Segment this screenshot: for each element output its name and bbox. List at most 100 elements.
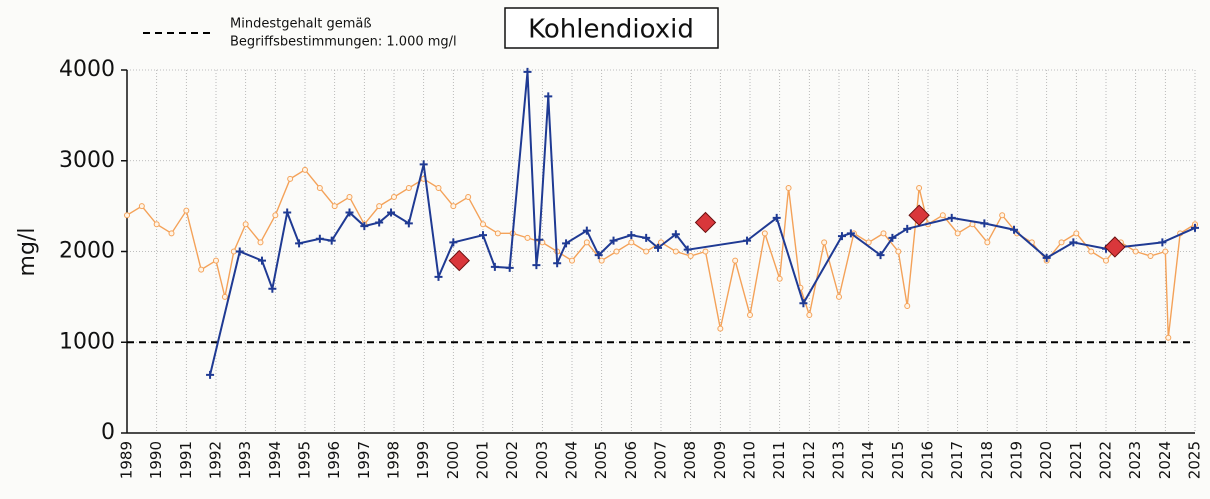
point [206,370,215,379]
point [268,284,277,293]
point [806,312,813,319]
point [628,239,635,246]
point [939,212,946,219]
point [747,312,753,319]
x-tick-label: 2019 [1008,441,1026,479]
x-tick-label: 2003 [533,441,551,479]
point [198,266,205,273]
x-tick-label: 1999 [414,441,432,479]
point [494,230,501,237]
point [124,212,130,219]
x-tick-label: 2009 [711,441,729,479]
point [776,275,783,282]
x-tick-label: 2022 [1097,441,1115,479]
point [213,257,219,264]
point [449,238,458,247]
point [480,221,486,228]
point [1165,334,1172,341]
point [375,218,384,227]
point [583,239,590,246]
point [183,207,190,214]
legend-label: Begriffsbestimmungen: 1.000 mg/l [230,35,457,50]
point [1104,236,1126,258]
point [360,222,369,231]
point [1069,238,1078,247]
x-tick-label: 1992 [207,441,225,479]
point [980,219,989,228]
point [687,253,694,260]
point [627,231,636,240]
point [450,203,457,210]
point [435,184,442,191]
point [387,208,396,217]
point [643,248,650,255]
y-axis-label: mg/l [15,228,40,277]
x-tick-label: 2016 [919,441,937,479]
point [1191,223,1199,232]
point [448,249,470,272]
x-tick-label: 1994 [266,441,284,479]
point [532,261,541,270]
x-tick-label: 2013 [830,441,848,479]
point [594,251,603,260]
x-tick-label: 2017 [948,441,966,479]
point [295,239,304,248]
point [984,239,991,246]
point [772,213,781,222]
point [230,248,237,255]
x-tick-label: 2005 [592,441,610,479]
point [315,234,324,243]
x-tick-label: 2007 [652,441,670,479]
point [168,230,175,237]
x-tick-label: 2015 [889,441,907,479]
point [761,230,768,237]
point [1158,238,1167,247]
point [1088,248,1095,255]
x-tick-label: 1998 [385,441,403,479]
point [544,92,553,101]
point [904,302,911,309]
point [242,221,249,228]
point [865,239,872,246]
x-tick-label: 2020 [1037,441,1055,479]
point [257,256,266,265]
point [490,262,499,271]
point [465,194,472,201]
point [283,208,292,217]
y-tick-label: 1000 [59,329,115,354]
point [316,184,323,191]
point [391,194,397,201]
point [523,67,532,76]
x-tick-label: 2000 [444,441,462,479]
point [235,247,244,256]
y-tick-label: 3000 [59,148,115,173]
point [1162,248,1169,255]
point [837,232,846,241]
point [376,203,383,210]
x-tick-label: 2002 [503,441,521,479]
point [553,259,562,268]
x-tick-label: 2014 [859,441,877,479]
legend-label: Mindestgehalt gemäß [230,17,372,32]
point [345,208,354,217]
point [1058,239,1065,246]
y-tick-label: 2000 [59,239,115,264]
point [654,243,663,252]
x-tick-label: 2024 [1156,441,1174,479]
point [331,203,338,210]
point [954,230,961,237]
point [717,325,724,332]
point [1073,230,1080,237]
point [999,212,1006,219]
y-tick-label: 4000 [59,57,115,82]
point [434,272,443,281]
chart-title: Kohlendioxid [528,15,694,45]
point [903,224,912,233]
point [846,229,855,238]
point [1147,253,1154,260]
point [153,221,160,228]
point [1132,248,1139,255]
x-tick-label: 2023 [1126,441,1144,479]
point [876,251,885,260]
x-tick-label: 1991 [177,441,195,479]
